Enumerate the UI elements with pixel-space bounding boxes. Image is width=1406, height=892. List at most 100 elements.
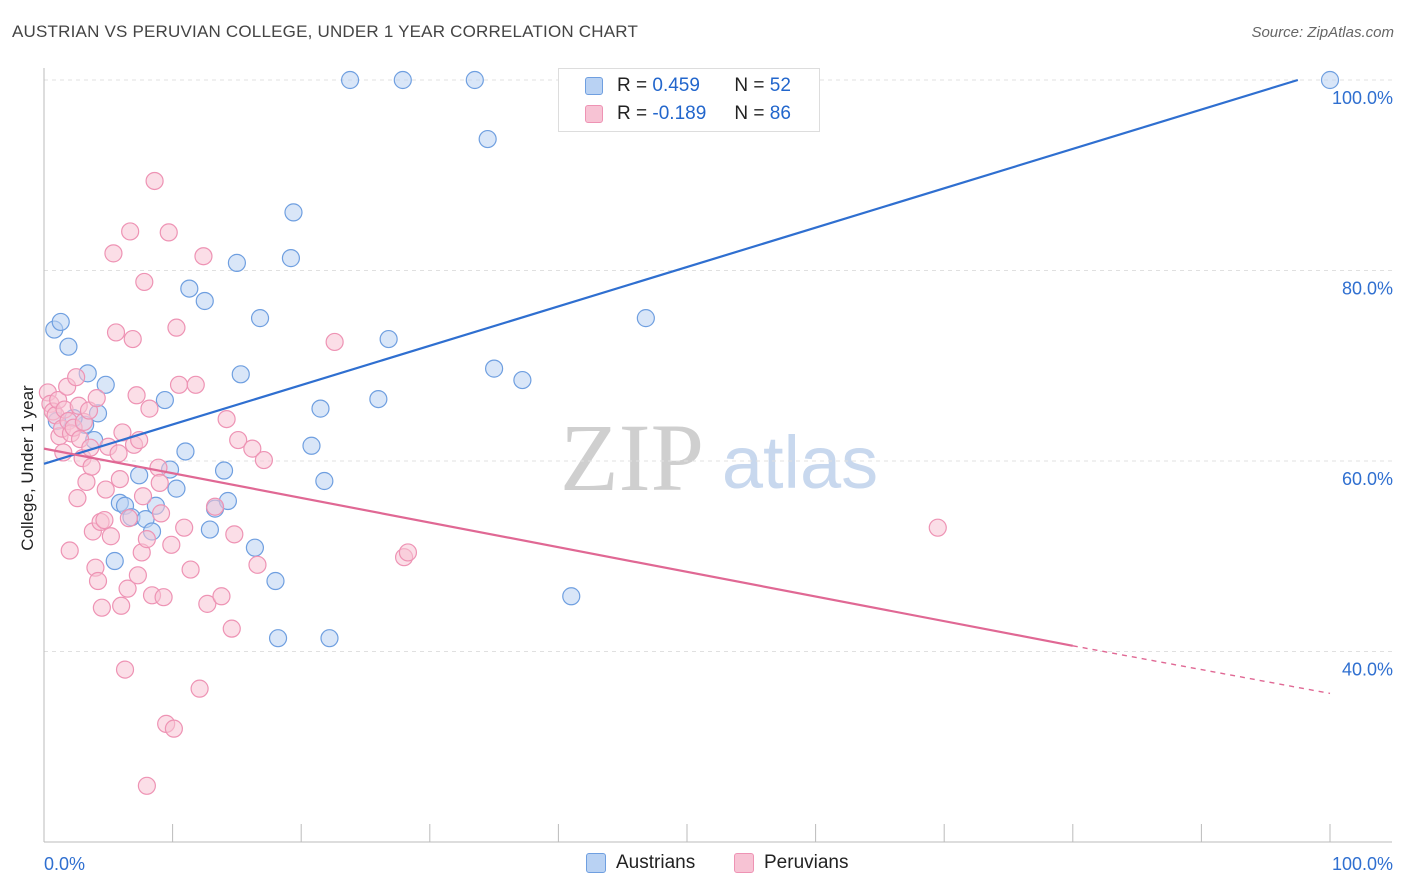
x-tick-label: 100.0% <box>1332 854 1393 874</box>
peruvian-point <box>212 587 231 606</box>
y-tick-label: 40.0% <box>1342 660 1393 680</box>
peruvian-point <box>248 555 267 574</box>
correlation-legend: R = 0.459 N = 52 R = -0.189 N = 86 <box>558 68 820 132</box>
legend-label-austrians: Austrians <box>616 852 696 873</box>
peruvian-point <box>181 560 200 579</box>
legend-item-peruvians[interactable]: Peruvians <box>734 852 849 874</box>
austrian-point <box>311 399 330 418</box>
austrian-point <box>1320 70 1340 90</box>
peruvian-point <box>151 504 171 523</box>
peruvian-point <box>118 579 137 598</box>
trend-lines <box>43 78 1331 695</box>
watermark: ZIP atlas <box>560 404 878 511</box>
austrian-point <box>250 309 270 328</box>
peruvian-point <box>325 332 344 352</box>
peruvian-point <box>68 489 87 508</box>
peruvian-point <box>222 619 241 638</box>
austrian-point <box>105 551 124 571</box>
axes <box>43 68 1392 843</box>
peruvian-point <box>186 375 205 394</box>
austrian-point <box>245 538 265 557</box>
austrian-point <box>478 129 497 149</box>
austrian-point <box>155 390 174 410</box>
austrian-point <box>180 279 199 298</box>
watermark-zip: ZIP <box>560 404 704 511</box>
austrian-point <box>268 629 288 648</box>
peruvian-point <box>194 247 213 266</box>
peruvian-point <box>243 439 262 458</box>
austrian-point <box>513 370 532 390</box>
peruvian-point <box>169 375 189 394</box>
peruvian-point <box>149 458 168 477</box>
austrian-point <box>51 312 70 332</box>
peruvian-point <box>205 497 225 516</box>
peruvian-point <box>127 386 146 405</box>
peruvian-point <box>123 329 142 349</box>
peruvian-point <box>60 541 79 560</box>
legend-n-value: 52 <box>769 75 791 96</box>
peruvian-point <box>128 566 147 585</box>
peruvian-point <box>254 450 274 470</box>
austrian-point <box>200 520 219 539</box>
austrian-point <box>281 249 301 268</box>
legend-swatch-blue <box>585 77 603 95</box>
austrian-point <box>266 571 285 591</box>
austrian-point <box>379 329 398 349</box>
legend-r-label: R = <box>617 103 648 124</box>
legend-row-austrians: R = 0.459 N = 52 <box>585 75 791 97</box>
austrian-point <box>340 70 360 90</box>
legend-swatch-pink <box>585 105 603 123</box>
peruvian-point <box>229 430 248 450</box>
chart-title: AUSTRIAN VS PERUVIAN COLLEGE, UNDER 1 YE… <box>12 22 639 41</box>
peruvian-point <box>67 368 86 387</box>
peruvian-point <box>92 598 111 617</box>
peruvian-point <box>82 457 101 476</box>
peruvian-point <box>95 510 114 530</box>
y-tick-label: 60.0% <box>1342 469 1393 489</box>
austrian-point <box>284 203 303 222</box>
peruvian-point <box>101 527 120 546</box>
peruvian-point <box>150 473 169 493</box>
austrians-swatch <box>586 853 606 873</box>
peruvian-point <box>175 518 194 537</box>
austrian-point <box>176 442 195 461</box>
peruvians-points <box>38 171 947 795</box>
austrian-point <box>393 70 412 90</box>
austrian-point <box>562 587 581 606</box>
series-legend: Austrians Peruvians <box>0 852 1406 876</box>
peruvian-point <box>167 318 186 337</box>
peruvian-point <box>928 518 947 537</box>
x-tick-label: 0.0% <box>44 854 85 874</box>
peruvian-point <box>112 596 131 615</box>
peruvian-point <box>398 543 418 562</box>
austrian-point <box>302 436 321 455</box>
legend-n-value: 86 <box>769 103 791 124</box>
austrian-point <box>636 309 655 328</box>
legend-n-label: N = <box>734 103 765 124</box>
legend-row-peruvians: R = -0.189 N = 86 <box>585 103 791 125</box>
austrian-point <box>369 389 388 409</box>
austrian-point <box>195 291 214 311</box>
peruvian-point <box>110 469 129 489</box>
peruvian-point <box>154 588 173 607</box>
peruvian-point <box>87 389 106 408</box>
legend-item-austrians[interactable]: Austrians <box>586 852 695 874</box>
peruvian-point <box>96 480 115 499</box>
legend-label-peruvians: Peruvians <box>764 852 849 873</box>
gridlines <box>44 79 1392 652</box>
peruvian-point <box>137 776 156 795</box>
austrian-point <box>315 471 334 491</box>
peruvian-point <box>104 244 123 263</box>
peruvian-point <box>115 660 135 679</box>
peruvians-trend-extension <box>1072 645 1331 695</box>
peruvian-point <box>88 571 108 591</box>
legend-n-label: N = <box>734 75 765 96</box>
y-tick-label: 80.0% <box>1342 279 1393 299</box>
austrian-point <box>485 359 504 378</box>
austrian-point <box>320 629 339 648</box>
peruvian-point <box>133 487 153 506</box>
source-label: Source: ZipAtlas.com <box>1251 24 1394 41</box>
peruvian-point <box>109 444 128 463</box>
austrian-point <box>227 253 246 272</box>
peruvian-point <box>162 535 181 554</box>
